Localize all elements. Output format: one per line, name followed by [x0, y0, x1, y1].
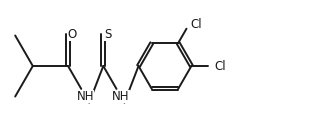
Text: O: O	[68, 28, 77, 41]
Text: S: S	[104, 28, 111, 41]
Text: Cl: Cl	[214, 60, 226, 72]
Text: NH: NH	[77, 90, 95, 103]
Text: NH: NH	[112, 90, 130, 103]
Text: Cl: Cl	[190, 18, 202, 31]
